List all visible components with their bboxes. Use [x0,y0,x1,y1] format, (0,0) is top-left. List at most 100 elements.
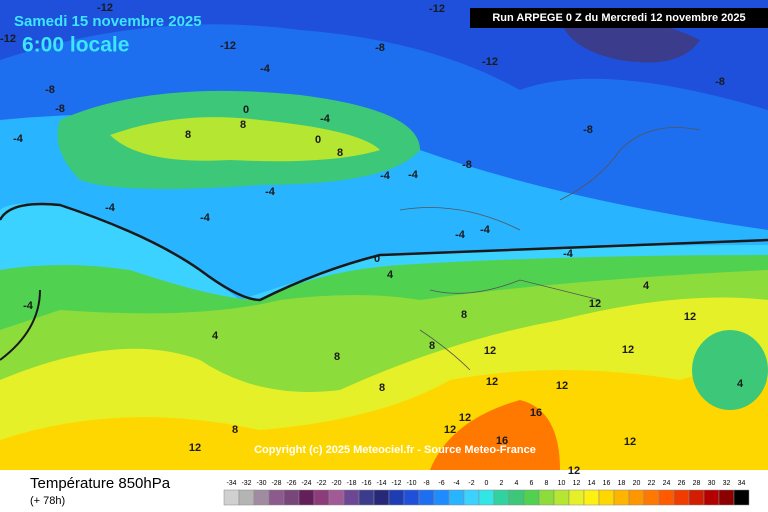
legend-tick-label: -16 [361,480,371,487]
legend-swatch [343,489,360,506]
legend-tick-label: -28 [271,480,281,487]
legend-swatch [598,489,615,506]
legend-swatch [313,489,330,506]
contour-label: -4 [480,224,491,236]
contour-label: 12 [684,311,696,323]
contour-label: 8 [232,424,238,436]
legend-tick-label: -10 [406,480,416,487]
contour-label: 4 [643,280,650,292]
contour-label: -4 [320,113,331,125]
legend-tick-label: 16 [603,480,611,487]
legend-tick-label: 0 [485,480,489,487]
contour-label: 12 [568,465,580,477]
contour-label: -4 [260,63,271,75]
legend-tick-label: 32 [723,480,731,487]
legend-tick-label: -2 [468,480,474,487]
legend-swatch [538,489,555,506]
legend-swatch [673,489,690,506]
contour-label: 12 [189,442,201,454]
legend-swatch [283,489,300,506]
legend-swatch [703,489,720,506]
zero-isotherm [0,289,41,361]
legend-swatch [268,489,285,506]
legend-swatch [733,489,750,506]
contour-label: 8 [334,351,340,363]
legend-tick-label: 34 [738,480,746,487]
legend-swatch [463,489,480,506]
legend-tick-label: -8 [423,480,429,487]
legend-tick-label: -22 [316,480,326,487]
legend-tick-label: 20 [633,480,641,487]
legend-swatch [658,489,675,506]
legend-tick-label: 18 [618,480,626,487]
legend-swatch [643,489,660,506]
coastline [399,127,701,371]
legend-tick-label: 4 [515,480,519,487]
legend-tick-label: -26 [286,480,296,487]
contour-label: -4 [563,248,574,260]
legend-tick-label: 26 [678,480,686,487]
contour-label: 0 [374,253,380,265]
legend-tick-label: -14 [376,480,386,487]
contour-label: 8 [337,147,343,159]
legend-tick-label: 12 [573,480,581,487]
legend-swatch [613,489,630,506]
contour-label: 4 [737,378,744,390]
contour-label: -8 [375,42,385,54]
legend-swatch [553,489,570,506]
contour-label: 12 [589,298,601,310]
legend-tick-label: 2 [500,480,504,487]
contour-label: 12 [622,344,634,356]
cold-core [560,17,700,63]
legend-swatch [493,489,510,506]
forecast-date: Samedi 15 novembre 2025 [14,13,202,30]
legend-tick-label: 6 [530,480,534,487]
legend-swatch [403,489,420,506]
contour-label: 4 [387,269,394,281]
legend-swatch [718,489,735,506]
contour-label: 12 [459,412,471,424]
contour-label: -12 [97,2,113,14]
run-box [470,8,768,28]
contour-label: -4 [455,229,466,241]
legend-title: Température 850hPa [30,475,171,492]
contour-label: -8 [45,84,55,96]
legend-tick-label: -4 [453,480,459,487]
contour-label: 12 [484,345,496,357]
legend-swatch [418,489,435,506]
legend-tick-label: 24 [663,480,671,487]
legend-tick-label: -32 [241,480,251,487]
contour-label: 12 [624,436,636,448]
legend-tick-label: -20 [331,480,341,487]
legend-tick-label: 22 [648,480,656,487]
contour-label: 8 [429,340,435,352]
contour-label: 4 [212,330,219,342]
legend-tick-label: 30 [708,480,716,487]
contour-label: -8 [583,124,593,136]
legend-swatch [328,489,345,506]
legend-swatch [523,489,540,506]
legend-swatch [358,489,375,506]
contour-label: -8 [462,159,472,171]
contour-label: -4 [13,133,24,145]
contour-label: 16 [496,435,508,447]
legend-swatch [373,489,390,506]
legend-swatch [583,489,600,506]
contour-label: 12 [556,380,568,392]
contour-label: 0 [315,134,321,146]
legend-tick-label: 10 [558,480,566,487]
legend-swatch [478,489,495,506]
legend-subtitle: (+ 78h) [30,495,65,507]
greenland-core [110,117,380,162]
legend-swatch [388,489,405,506]
legend-swatch [508,489,525,506]
legend-tick-label: -24 [301,480,311,487]
contour-label: -4 [265,186,276,198]
contour-label: 8 [461,309,467,321]
legend-swatch [253,489,270,506]
contour-label: 16 [530,407,542,419]
contour-label: 8 [240,119,246,131]
contour-label: -4 [200,212,211,224]
